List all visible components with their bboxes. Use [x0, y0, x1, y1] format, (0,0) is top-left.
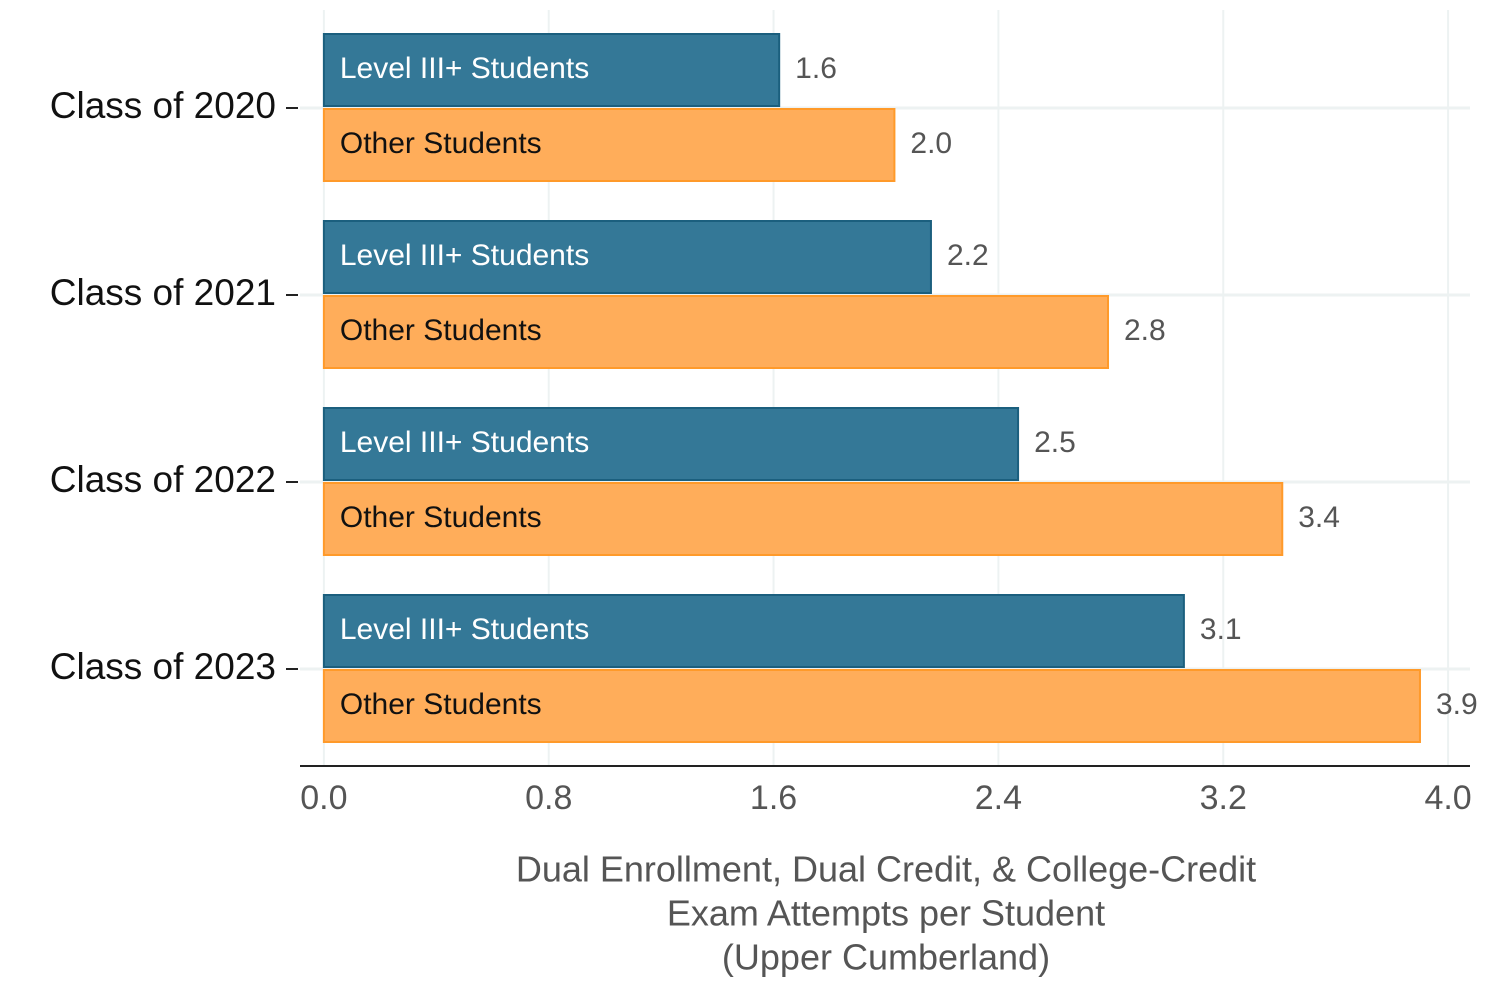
- y-tick-label: Class of 2021: [50, 272, 276, 313]
- value-label: 2.0: [910, 127, 952, 160]
- value-label: 3.9: [1436, 688, 1478, 721]
- y-tick-label: Class of 2020: [50, 85, 276, 126]
- bar-series-label: Level III+ Students: [340, 239, 589, 272]
- x-axis-label: Dual Enrollment, Dual Credit, & College-…: [516, 849, 1256, 890]
- bar: [322, 407, 1020, 481]
- bar: [322, 108, 896, 182]
- bar-series-label: Other Students: [340, 688, 542, 721]
- x-axis-label: Exam Attempts per Student: [667, 893, 1105, 934]
- value-label: 2.8: [1124, 314, 1166, 347]
- value-label: 2.5: [1034, 426, 1076, 459]
- bar-series-label: Level III+ Students: [340, 52, 589, 85]
- value-label: 1.6: [795, 52, 837, 85]
- bar: [322, 482, 1284, 556]
- bar: [322, 594, 1185, 668]
- x-tick-label: 2.4: [975, 779, 1022, 817]
- value-label: 2.2: [947, 239, 989, 272]
- value-label: 3.4: [1298, 501, 1340, 534]
- bar: [322, 295, 1110, 369]
- bar-series-label: Level III+ Students: [340, 426, 589, 459]
- bar: [322, 220, 932, 294]
- x-tick-label: 0.8: [525, 779, 572, 817]
- y-tick-label: Class of 2023: [50, 646, 276, 687]
- bar-series-label: Level III+ Students: [340, 613, 589, 646]
- bar: [322, 669, 1421, 743]
- y-tick-label: Class of 2022: [50, 459, 276, 500]
- x-tick-label: 0.0: [300, 779, 347, 817]
- bar-series-label: Other Students: [340, 314, 542, 347]
- bar-series-label: Other Students: [340, 127, 542, 160]
- value-label: 3.1: [1200, 613, 1242, 646]
- bar-series-label: Other Students: [340, 501, 542, 534]
- x-tick-label: 3.2: [1200, 779, 1247, 817]
- x-tick-label: 1.6: [750, 779, 797, 817]
- bar: [322, 33, 781, 107]
- x-tick-label: 4.0: [1424, 779, 1471, 817]
- x-axis-label: (Upper Cumberland): [722, 937, 1050, 978]
